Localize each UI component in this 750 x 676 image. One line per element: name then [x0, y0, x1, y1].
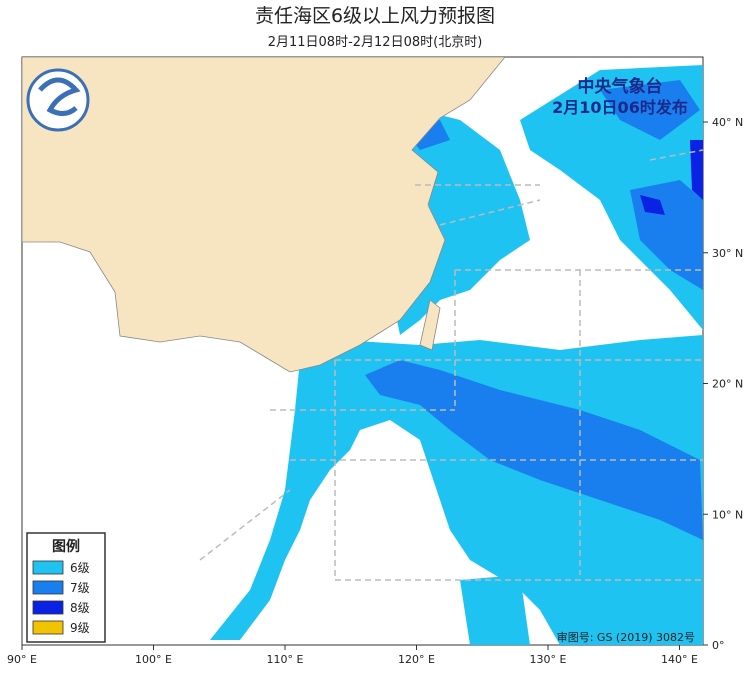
axis-labels: 90° E 100° E 110° E 120° E 130° E 140° E 40° N…: [7, 116, 743, 666]
wind-area-8: [690, 140, 703, 200]
issuer: 中央气象台: [578, 76, 663, 97]
legend-swatch: [32, 580, 64, 595]
lon-label: 140° E: [661, 653, 698, 666]
lon-label: 120° E: [398, 653, 435, 666]
legend-swatch: [32, 600, 64, 615]
land-china: [22, 57, 506, 373]
subtitle: 2月11日08时-2月12日08时(北京时): [268, 35, 483, 50]
legend-swatch: [32, 620, 64, 635]
legend-swatch: [32, 560, 64, 575]
lat-label: 10° N: [712, 508, 743, 521]
lon-label: 90° E: [7, 653, 37, 666]
wind-area-7: [365, 360, 703, 540]
lat-label: 30° N: [712, 247, 743, 260]
wind-area-8: [640, 195, 665, 215]
title: 责任海区6级以上风力预报图: [255, 5, 495, 27]
wind-area-7: [600, 80, 700, 140]
map-layers: [22, 57, 703, 645]
lon-label: 100° E: [135, 653, 172, 666]
lon-label: 130° E: [530, 653, 567, 666]
map-frame: 中央气象台 2月10日06时发布 审图号: GS (2019) 3082号 图例…: [21, 56, 704, 646]
lat-label: 0°: [712, 639, 725, 652]
legend-label: 8级: [70, 601, 90, 615]
lon-label: 110° E: [267, 653, 304, 666]
lat-label: 40° N: [712, 116, 743, 129]
wind-area-6: [460, 575, 530, 645]
logo-mark: [38, 77, 81, 116]
issue-time: 2月10日06时发布: [552, 98, 688, 117]
land-taiwan: [419, 299, 441, 351]
legend-label: 6级: [70, 561, 90, 575]
approval-number: 审图号: GS (2019) 3082号: [557, 630, 695, 644]
lat-label: 20° N: [712, 378, 743, 391]
legend-label: 7级: [70, 581, 90, 595]
sea-boundaries: [199, 149, 703, 581]
legend-label: 9级: [70, 621, 90, 635]
legend: 图例 6级 7级 8级 9级: [26, 532, 106, 643]
legend-title: 图例: [52, 538, 80, 555]
